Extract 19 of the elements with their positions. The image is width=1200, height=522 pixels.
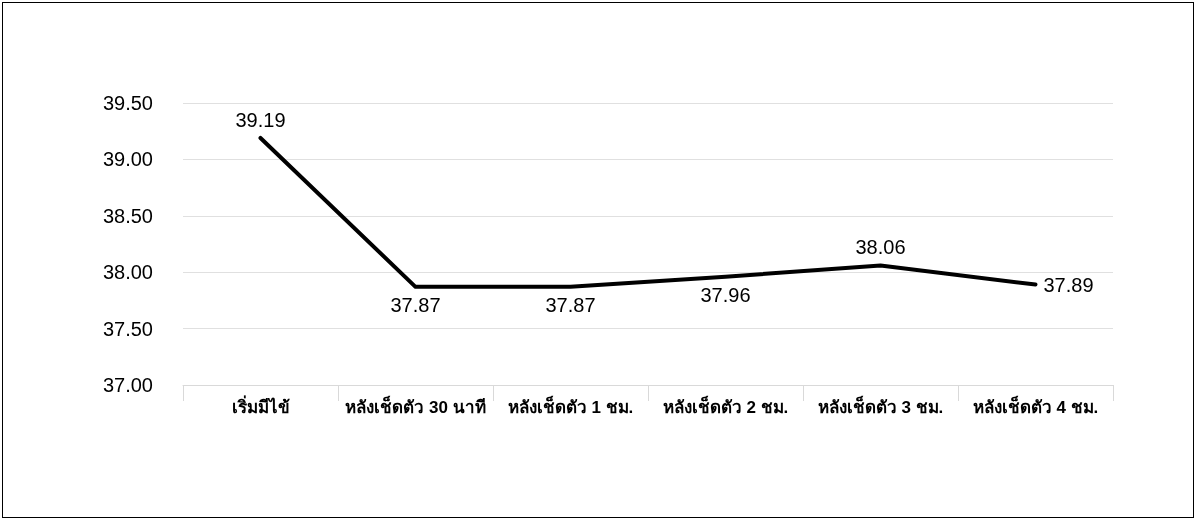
x-tick-label: หลังเช็ดตัว 2 ชม.	[662, 395, 789, 417]
data-label: 37.87	[545, 293, 596, 316]
data-label: 38.06	[855, 236, 906, 259]
y-tick-label: 37.50	[102, 317, 153, 340]
x-tick-label: หลังเช็ดตัว 3 ชม.	[817, 395, 944, 417]
y-tick-label: 38.50	[102, 204, 153, 227]
line-series	[258, 135, 1038, 289]
data-label: 37.87	[390, 293, 441, 316]
x-tick-label: หลังเช็ดตัว 1 ชม.	[507, 395, 634, 417]
data-label: 39.19	[235, 108, 286, 131]
x-tick-label: เริ่มมีไข้	[231, 395, 290, 417]
y-tick-label: 39.00	[102, 148, 153, 171]
data-label: 37.89	[1043, 273, 1094, 296]
y-tick-label: 39.50	[102, 92, 153, 114]
x-tick-label: หลังเช็ดตัว 30 นาที	[345, 395, 486, 417]
data-label: 37.96	[700, 283, 751, 306]
y-tick-label: 38.00	[102, 261, 153, 284]
x-tick-label: หลังเช็ดตัว 4 ชม.	[972, 395, 1099, 417]
y-tick-label: 37.00	[102, 374, 153, 396]
